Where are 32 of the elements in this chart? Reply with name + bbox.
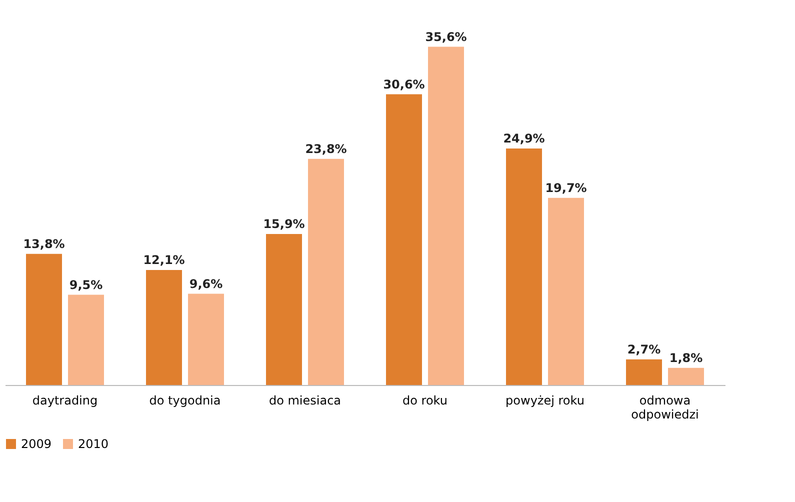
legend-label: 2009 [21,437,52,451]
data-label: 24,9% [503,131,545,146]
bar [626,359,662,385]
bar [548,198,584,385]
bar [266,234,302,385]
x-tick-label: daytrading [32,394,98,408]
data-label: 30,6% [383,77,425,92]
bar [188,294,224,385]
bar [68,294,104,385]
x-tick-label: do miesiaca [268,394,342,408]
data-label: 13,8% [23,236,65,251]
data-label: 15,9% [263,216,305,231]
bar [308,158,344,385]
bar [26,254,62,385]
bar [506,148,542,385]
data-label: 2,7% [627,342,661,356]
data-label: 9,5% [69,278,103,292]
bar [428,46,464,385]
data-label: 35,6% [425,30,467,44]
bar [386,94,422,385]
data-label: 9,6% [189,276,223,291]
x-tick-label: odmowa odpowiedzi [631,394,699,422]
x-tick-label: do tygodnia [149,394,221,408]
data-label: 12,1% [143,253,185,268]
data-label: 19,7% [545,180,587,195]
x-tick-label: powyżej roku [506,394,584,408]
x-tick-label: do roku [402,394,448,408]
bar [146,270,182,385]
data-label: 23,8% [305,142,347,156]
legend-label: 2010 [78,437,109,451]
bar [668,368,704,385]
data-label: 1,8% [669,350,703,365]
